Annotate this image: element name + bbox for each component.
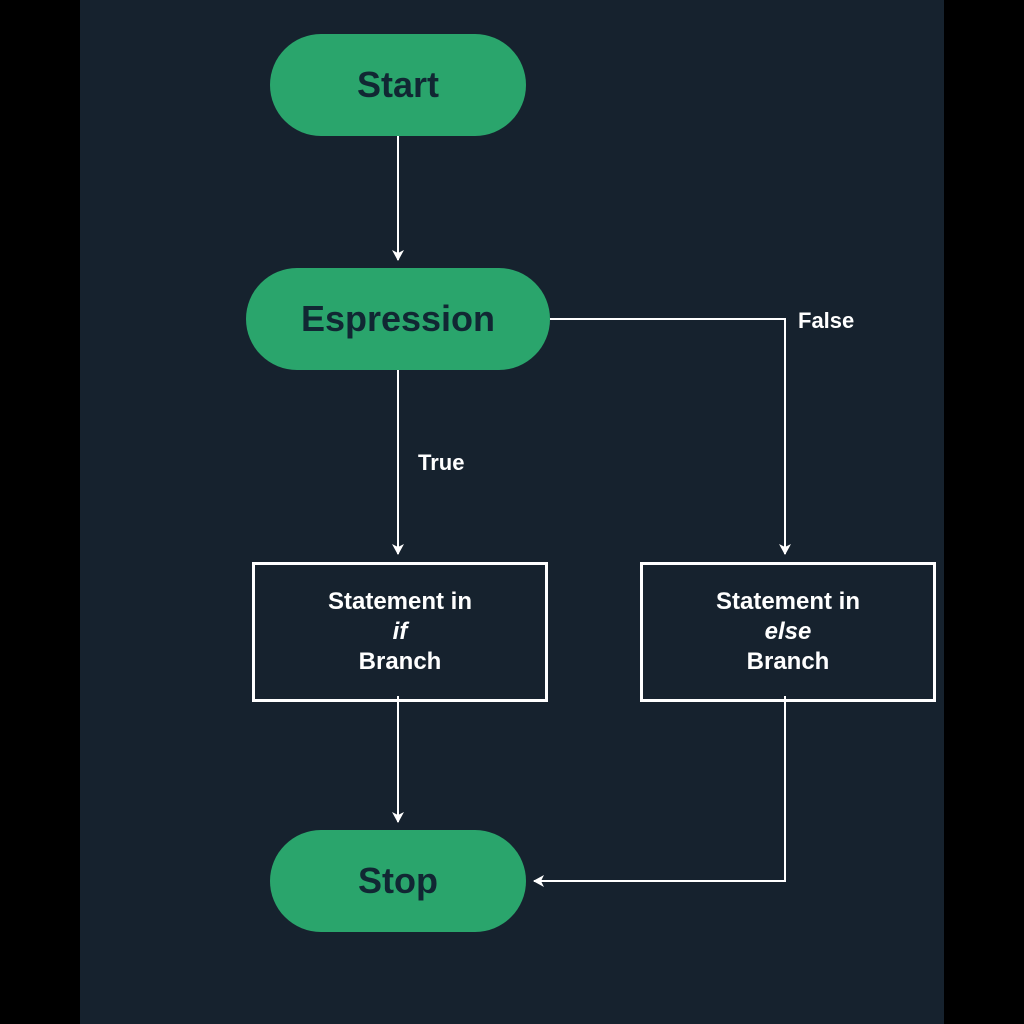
node-start-label: Start bbox=[357, 64, 439, 106]
if-branch-line1: Statement in bbox=[328, 587, 472, 617]
if-branch-keyword: if bbox=[393, 617, 408, 647]
flowchart-node-else-branch: Statement in else Branch bbox=[640, 562, 936, 702]
else-branch-line3: Branch bbox=[747, 647, 830, 677]
node-stop-label: Stop bbox=[358, 860, 438, 902]
flowchart-node-if-branch: Statement in if Branch bbox=[252, 562, 548, 702]
edge-expr-to-else bbox=[550, 319, 785, 554]
edge-else-to-stop bbox=[534, 696, 785, 881]
else-branch-line1: Statement in bbox=[716, 587, 860, 617]
flowchart-canvas: Start Espression Statement in if Branch … bbox=[80, 0, 944, 1024]
edge-label-false: False bbox=[798, 308, 854, 334]
node-expression-label: Espression bbox=[301, 298, 495, 340]
if-branch-line3: Branch bbox=[359, 647, 442, 677]
flowchart-node-expression: Espression bbox=[246, 268, 550, 370]
edge-label-true: True bbox=[418, 450, 464, 476]
else-branch-keyword: else bbox=[765, 617, 812, 647]
flowchart-node-stop: Stop bbox=[270, 830, 526, 932]
flowchart-node-start: Start bbox=[270, 34, 526, 136]
